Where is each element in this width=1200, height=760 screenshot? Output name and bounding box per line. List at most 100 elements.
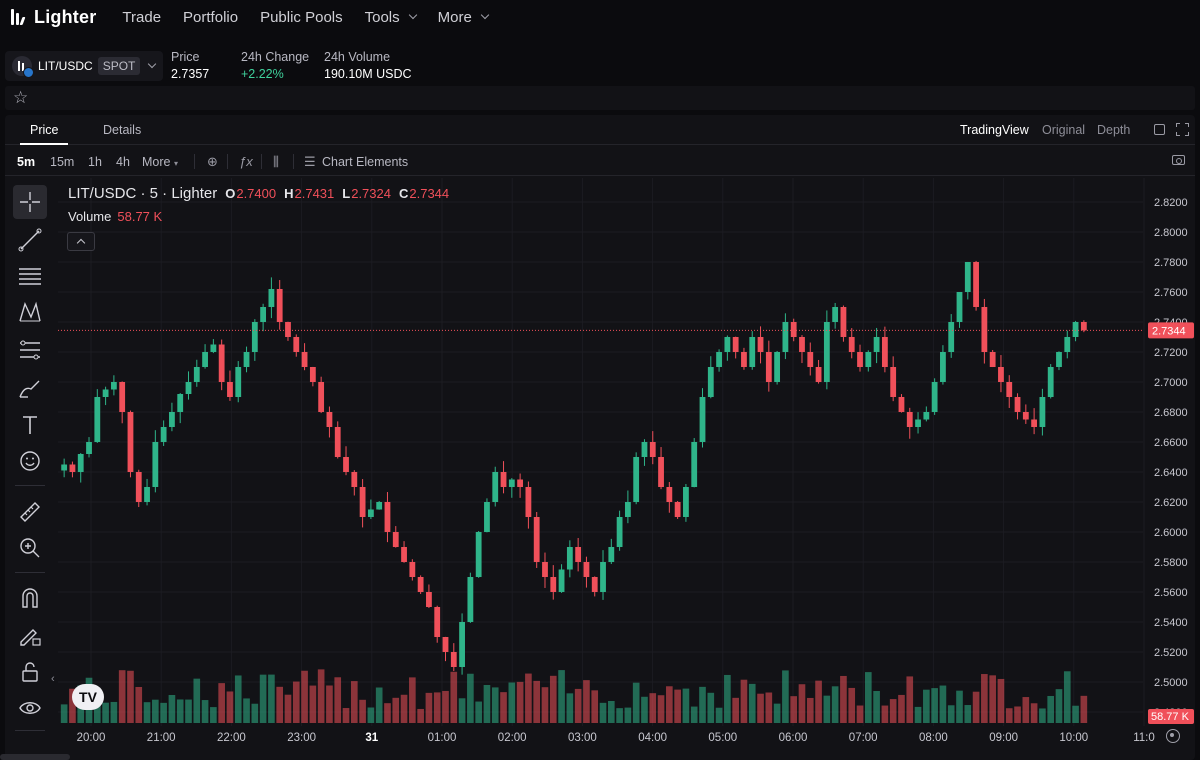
timeframe-1h[interactable]: 1h — [88, 155, 102, 169]
candle-body — [600, 562, 606, 592]
market-selector[interactable]: LIT/USDC SPOT — [5, 51, 163, 81]
toolbar-divider — [261, 154, 262, 169]
candle-body — [177, 394, 184, 412]
candle-body — [583, 562, 590, 577]
nav-more[interactable]: More — [438, 9, 490, 26]
x-tick-label: 03:00 — [568, 732, 597, 744]
pencil-lock-icon — [20, 629, 41, 646]
toolbar-divider — [227, 154, 228, 169]
candle-body — [898, 397, 905, 412]
compare-add-icon[interactable]: ⊕ — [207, 154, 218, 169]
candle-body — [633, 457, 640, 502]
collapse-legend-button[interactable] — [67, 232, 95, 251]
view-depth[interactable]: Depth — [1097, 123, 1131, 137]
candle-body — [86, 442, 92, 454]
x-tick-label: 05:00 — [708, 732, 737, 744]
y-tick-label: 2.7800 — [1154, 257, 1188, 269]
horizontal-scrollbar[interactable] — [0, 754, 70, 760]
indicators-fx-icon[interactable]: ƒx — [239, 154, 253, 169]
nav-portfolio[interactable]: Portfolio — [183, 8, 239, 26]
legend-low-key: L — [342, 186, 351, 201]
x-tick-label: 23:00 — [287, 732, 316, 744]
price-chart[interactable]: 2.8200 2.8000 2.7800 2.7600 2.7400 2.7200 2.70… — [58, 178, 1198, 748]
candle-body — [707, 367, 714, 397]
candle-body — [392, 532, 399, 547]
tradingview-logo[interactable]: TV — [72, 684, 104, 710]
nav-trade[interactable]: Trade — [122, 8, 162, 26]
lighter-logo-icon — [10, 7, 28, 27]
candle-body — [848, 337, 855, 352]
text-tool[interactable] — [13, 408, 47, 442]
y-tick-label: 2.8200 — [1154, 197, 1188, 209]
volume-bar — [881, 705, 889, 723]
timeframe-4h[interactable]: 4h — [116, 155, 130, 169]
x-tick-label: 31 — [365, 732, 378, 744]
candle-body — [807, 352, 814, 367]
tab-price[interactable]: Price — [30, 123, 59, 137]
x-tick-label: 06:00 — [779, 732, 808, 744]
crosshair-tool[interactable] — [13, 185, 47, 219]
candle-body — [334, 427, 341, 457]
volume-bar — [234, 675, 242, 723]
timeframe-more[interactable]: More ▾ — [142, 155, 178, 169]
caret-down-icon: ▾ — [173, 159, 178, 168]
volume-bar — [981, 674, 988, 723]
y-tick-label: 2.5200 — [1154, 647, 1188, 659]
lock-drawing-tool[interactable] — [13, 618, 47, 652]
candle-body — [227, 382, 233, 397]
x-tick-label: 22:00 — [217, 732, 246, 744]
tool-divider — [15, 572, 45, 573]
volume-bar — [508, 682, 516, 723]
candle-body — [732, 337, 739, 352]
chart-elements-icon[interactable]: ☰ — [304, 154, 316, 169]
volume-bar — [458, 698, 466, 723]
volume-bar — [268, 674, 275, 723]
y-tick-label: 2.6200 — [1154, 497, 1188, 509]
emoji-tool[interactable] — [13, 444, 47, 478]
prediction-tool[interactable] — [13, 333, 47, 367]
view-tradingview[interactable]: TradingView — [960, 123, 1029, 137]
volume-bar — [367, 707, 375, 723]
hide-tool[interactable] — [13, 691, 47, 725]
volume-bar — [152, 699, 159, 723]
zoom-tool[interactable] — [13, 531, 47, 565]
smiley-icon — [20, 451, 40, 471]
candle-body — [782, 322, 789, 352]
tab-details[interactable]: Details — [103, 123, 142, 137]
brand-logo[interactable]: Lighter — [10, 7, 96, 28]
layout-icon[interactable] — [1154, 124, 1165, 135]
camera-icon[interactable] — [1172, 155, 1185, 165]
y-tick-label: 2.7000 — [1154, 377, 1188, 389]
drawing-toolbar — [5, 180, 57, 736]
timeframe-15m[interactable]: 15m — [50, 155, 75, 169]
candle-body — [906, 412, 913, 427]
lock-tool[interactable] — [13, 655, 47, 689]
timeframe-5m[interactable]: 5m — [17, 155, 36, 169]
trendline-tool[interactable] — [13, 223, 47, 257]
volume-bar — [798, 684, 806, 723]
volume-bar — [815, 680, 822, 723]
settings-icon[interactable] — [1166, 729, 1180, 743]
volume-bar — [549, 675, 557, 723]
fib-tool[interactable] — [13, 259, 47, 293]
chevron-left-icon[interactable]: ‹ — [51, 673, 55, 685]
candle-body — [608, 547, 615, 562]
star-icon[interactable]: ☆ — [13, 88, 29, 107]
volume-bar — [500, 692, 507, 723]
volume-bar — [1022, 697, 1030, 723]
chart-elements-button[interactable]: Chart Elements — [322, 155, 409, 169]
expand-icon[interactable] — [1176, 123, 1189, 136]
brush-tool[interactable] — [13, 371, 47, 405]
view-original[interactable]: Original — [1042, 123, 1086, 137]
nav-tools[interactable]: Tools — [365, 9, 417, 26]
pattern-tool[interactable] — [13, 295, 47, 329]
volume-bar — [757, 693, 764, 723]
volume-bar — [889, 699, 897, 723]
candle-body — [533, 517, 540, 562]
measure-tool[interactable] — [13, 495, 47, 529]
candles-icon[interactable]: ⫼ — [273, 154, 279, 169]
volume-bar — [301, 670, 308, 723]
nav-public-pools[interactable]: Public Pools — [260, 8, 343, 26]
fib-retracement-icon — [19, 268, 41, 285]
magnet-tool[interactable] — [13, 581, 47, 615]
